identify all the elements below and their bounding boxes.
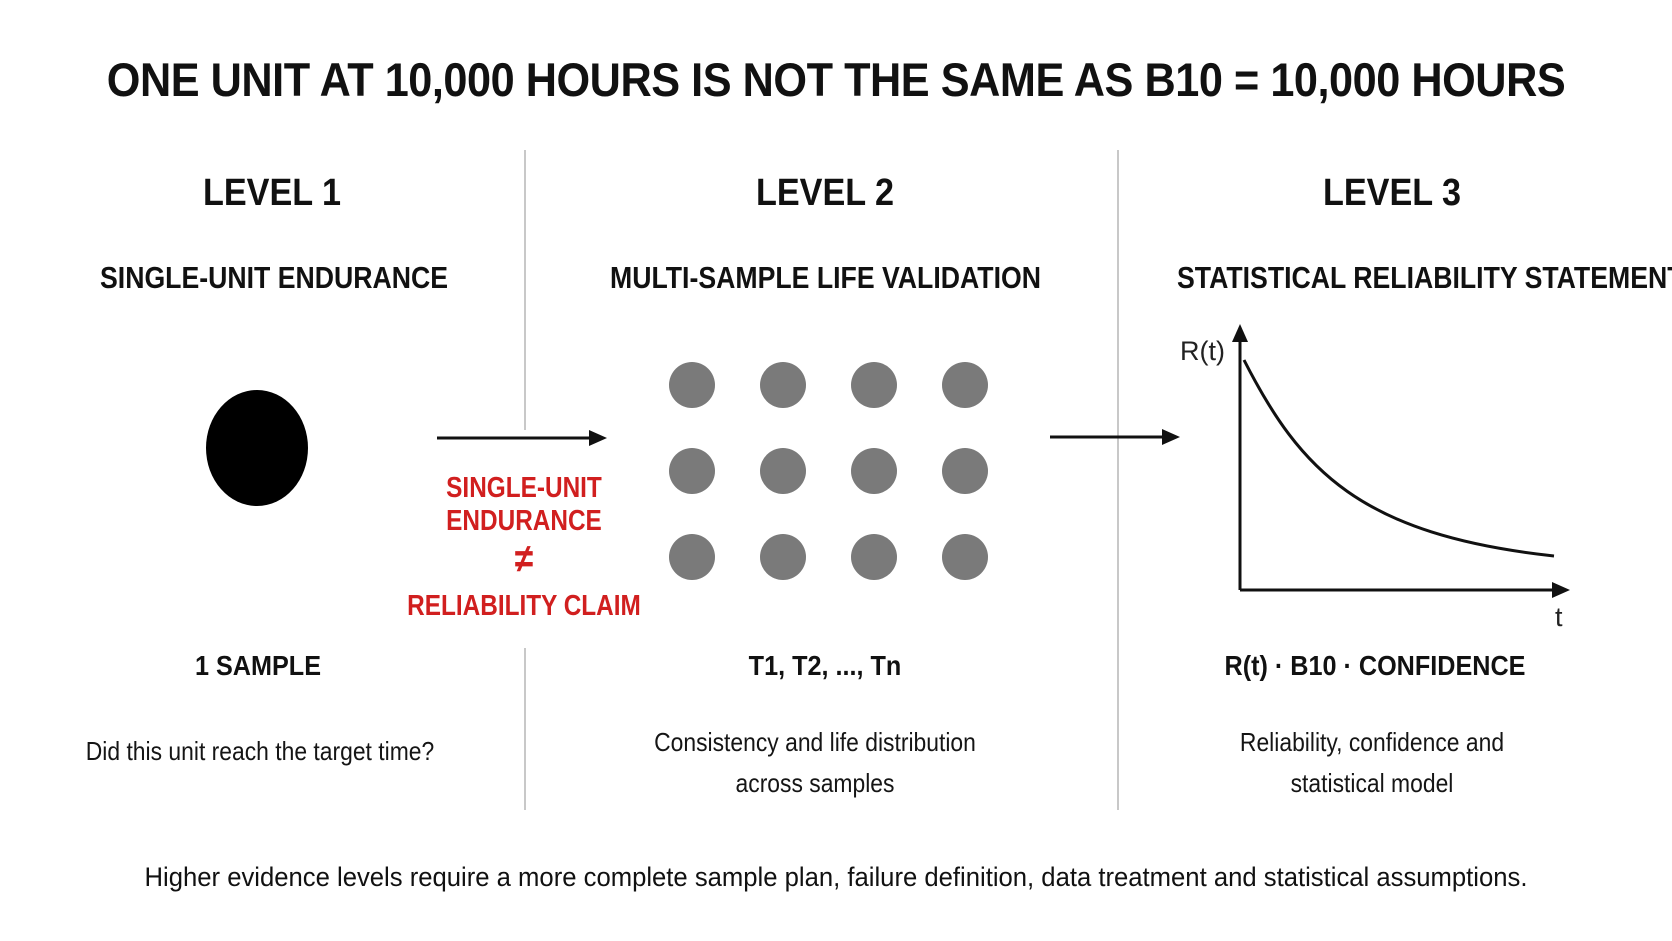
level-1-subtitle: SINGLE-UNIT ENDURANCE (100, 260, 449, 295)
level-2-description: Consistency and life distribution across… (639, 722, 991, 804)
level-3-description: Reliability, confidence and statistical … (1196, 722, 1548, 804)
sample-dot (760, 448, 806, 494)
sample-dot (942, 362, 988, 408)
level-2-description-line-2: across samples (735, 768, 895, 798)
sample-dot (669, 534, 715, 580)
level-2-description-line-1: Consistency and life distribution (654, 727, 976, 757)
level-2-stat: T1, T2, ..., Tn (748, 650, 902, 681)
sample-dot (851, 448, 897, 494)
level-3-subtitle: STATISTICAL RELIABILITY STATEMENT (1177, 260, 1672, 295)
page-title: ONE UNIT AT 10,000 HOURS IS NOT THE SAME… (106, 53, 1566, 106)
level-1-description: Did this unit reach the target time? (84, 731, 436, 772)
level-3-description-line-1: Reliability, confidence and (1239, 727, 1505, 757)
divider-left-bottom (524, 648, 526, 810)
divider-right (1117, 150, 1119, 810)
divider-left-top (524, 150, 526, 430)
sample-dot (669, 362, 715, 408)
level-1-description-line-1: Did this unit reach the target time? (85, 736, 435, 766)
level-1-stat: 1 SAMPLE (194, 650, 322, 681)
level-3-heading: LEVEL 3 (1322, 172, 1462, 214)
sample-dot (760, 362, 806, 408)
warning-line-3: RELIABILITY CLAIM (407, 590, 641, 622)
not-equal-symbol: ≠ (514, 537, 534, 581)
footer-note: Higher evidence levels require a more co… (144, 862, 1528, 892)
sample-dot (760, 534, 806, 580)
x-axis-label: t (1555, 602, 1563, 632)
y-axis-label: R(t) (1180, 336, 1225, 366)
sample-dot (851, 534, 897, 580)
level-3-description-line-2: statistical model (1290, 768, 1454, 798)
level-2-heading: LEVEL 2 (755, 172, 895, 214)
sample-dot (669, 448, 715, 494)
x-axis-arrowhead (1552, 582, 1570, 598)
sample-dot (942, 448, 988, 494)
level-1-heading: LEVEL 1 (202, 172, 342, 214)
level-2-subtitle: MULTI-SAMPLE LIFE VALIDATION (610, 260, 1041, 295)
y-axis-arrowhead (1232, 324, 1248, 342)
level-3-stat: R(t) · B10 · CONFIDENCE (1224, 650, 1526, 681)
warning-line-1: SINGLE-UNIT (446, 472, 602, 504)
sample-dot (851, 362, 897, 408)
reliability-curve (1242, 359, 1555, 558)
sample-dot (942, 534, 988, 580)
warning-line-2: ENDURANCE (446, 505, 602, 537)
